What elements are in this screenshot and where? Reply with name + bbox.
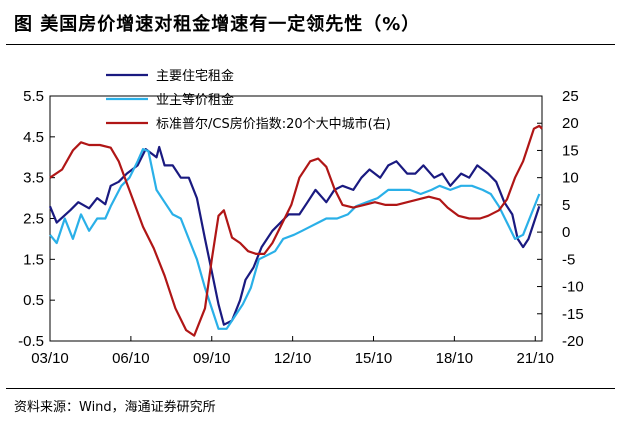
source-note: 资料来源：Wind，海通证券研究所 (14, 400, 216, 415)
line-chart: 5.5 4.5 3.5 2.5 1.5 0.5 -0.5 25 20 15 10 5 0 -5 -10 -15… (18, 68, 584, 367)
legend-label-2: 业主等价租金 (156, 92, 234, 108)
y-left-tick-label: 4.5 (23, 129, 44, 146)
x-tick-label: 21/10 (516, 350, 554, 367)
series-line-3 (49, 124, 543, 337)
source-divider (6, 388, 615, 389)
title-divider (6, 44, 615, 45)
chart-title: 图 美国房价增速对租金增速有一定领先性（%） (14, 14, 421, 35)
y-right-tick-label: 5 (562, 197, 570, 214)
y-right-tick-label: -10 (562, 279, 584, 296)
y-left-tick-label: 3.5 (23, 170, 44, 187)
y-right-tick-label: 10 (562, 170, 579, 187)
y-right-tick-label: 20 (562, 115, 579, 132)
x-tick-label: 12/10 (274, 350, 312, 367)
y-left-tick-label: 5.5 (23, 88, 44, 105)
legend-label-3: 标准普尔/CS房价指数:20个大中城市(右) (156, 116, 391, 132)
y-left-tick-label: 1.5 (23, 251, 44, 268)
y-right-tick-label: 0 (562, 224, 570, 241)
y-left-tick-label: -0.5 (18, 333, 44, 350)
chart-series (48, 124, 543, 337)
x-tick-label: 03/10 (31, 350, 69, 367)
chart-axes: 5.5 4.5 3.5 2.5 1.5 0.5 -0.5 25 20 15 10 5 0 -5 -10 -15… (18, 88, 584, 367)
y-left-tick-label: 2.5 (23, 211, 44, 228)
y-right-tick-label: -15 (562, 306, 584, 323)
y-right-tick-label: -5 (562, 251, 575, 268)
x-tick-label: 15/10 (355, 350, 393, 367)
y-right-tick-label: -20 (562, 333, 584, 350)
legend-label-1: 主要住宅租金 (156, 68, 234, 84)
y-left-tick-label: 0.5 (23, 292, 44, 309)
y-right-tick-label: 25 (562, 88, 579, 105)
series-line-1 (48, 145, 541, 326)
y-right-tick-label: 15 (562, 142, 579, 159)
x-tick-label: 18/10 (436, 350, 474, 367)
x-tick-label: 06/10 (112, 350, 150, 367)
x-tick-label: 09/10 (193, 350, 231, 367)
